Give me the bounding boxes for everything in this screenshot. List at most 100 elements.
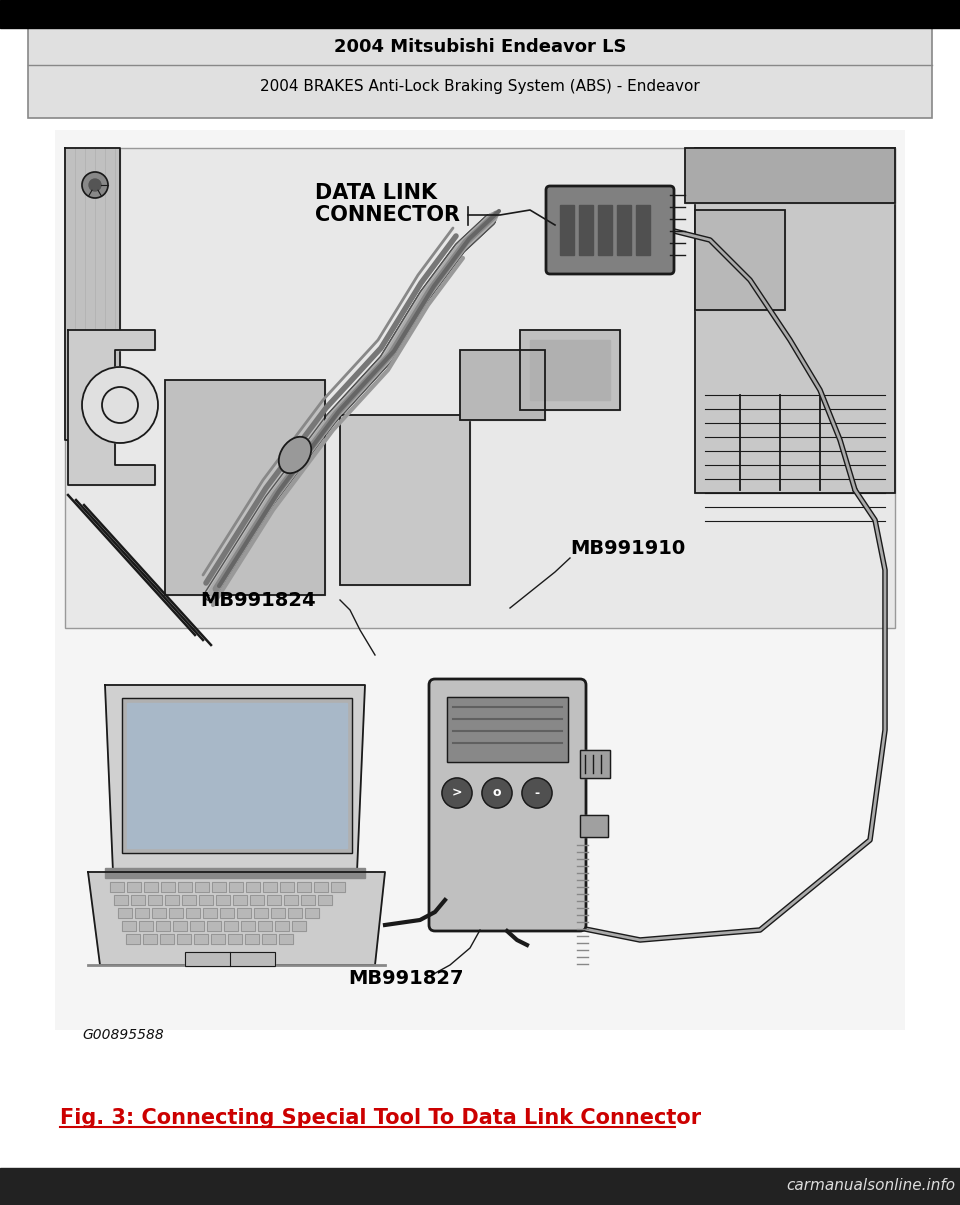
Bar xyxy=(301,895,315,905)
Circle shape xyxy=(442,778,472,809)
Bar xyxy=(122,921,136,931)
Bar xyxy=(118,909,132,918)
Bar xyxy=(229,882,243,892)
Bar xyxy=(190,921,204,931)
Bar xyxy=(695,148,895,493)
Text: Fig. 3: Connecting Special Tool To Data Link Connector: Fig. 3: Connecting Special Tool To Data … xyxy=(60,1109,701,1128)
Bar xyxy=(695,148,895,493)
Bar xyxy=(190,921,204,931)
Bar xyxy=(135,909,149,918)
Bar xyxy=(110,882,124,892)
Text: CONNECTOR: CONNECTOR xyxy=(315,205,460,225)
Bar xyxy=(520,330,620,410)
Polygon shape xyxy=(68,330,155,484)
Bar xyxy=(126,934,140,944)
Bar xyxy=(0,1168,960,1205)
Bar xyxy=(131,895,145,905)
Bar xyxy=(246,882,260,892)
Polygon shape xyxy=(88,872,385,965)
Text: MB991827: MB991827 xyxy=(348,969,464,988)
Bar xyxy=(185,952,275,966)
Bar xyxy=(598,205,612,255)
Bar xyxy=(237,909,251,918)
Bar xyxy=(241,921,255,931)
Ellipse shape xyxy=(278,436,311,474)
Bar xyxy=(173,921,187,931)
Bar xyxy=(212,882,226,892)
Bar xyxy=(250,895,264,905)
Bar xyxy=(165,895,179,905)
Text: 2004 BRAKES Anti-Lock Braking System (ABS) - Endeavor: 2004 BRAKES Anti-Lock Braking System (AB… xyxy=(260,78,700,94)
Bar xyxy=(211,934,225,944)
Circle shape xyxy=(82,172,108,198)
Bar xyxy=(460,349,545,421)
Bar xyxy=(314,882,328,892)
Bar xyxy=(297,882,311,892)
Bar xyxy=(280,882,294,892)
Text: G00895588: G00895588 xyxy=(82,1028,164,1042)
Bar xyxy=(139,921,153,931)
Bar xyxy=(220,909,234,918)
Bar xyxy=(169,909,183,918)
Bar xyxy=(165,380,325,595)
Bar xyxy=(203,909,217,918)
Bar xyxy=(617,205,631,255)
FancyBboxPatch shape xyxy=(429,678,586,931)
Bar xyxy=(0,0,960,28)
Text: >: > xyxy=(452,787,463,799)
Bar xyxy=(275,921,289,931)
Bar xyxy=(580,750,610,778)
Bar xyxy=(318,895,332,905)
Circle shape xyxy=(482,778,512,809)
Polygon shape xyxy=(105,684,365,872)
Bar xyxy=(288,909,302,918)
Bar xyxy=(224,921,238,931)
Bar xyxy=(207,921,221,931)
Bar xyxy=(340,415,470,584)
Bar xyxy=(228,934,242,944)
Bar xyxy=(305,909,319,918)
Bar xyxy=(245,934,259,944)
Bar xyxy=(144,882,158,892)
Bar xyxy=(127,882,141,892)
Bar xyxy=(122,698,352,853)
Bar xyxy=(139,921,153,931)
Bar xyxy=(580,815,608,837)
Bar xyxy=(152,909,166,918)
Bar xyxy=(340,415,470,584)
Bar xyxy=(143,934,157,944)
Bar xyxy=(177,934,191,944)
Bar xyxy=(241,921,255,931)
FancyBboxPatch shape xyxy=(546,186,674,274)
Bar xyxy=(220,909,234,918)
Bar xyxy=(55,130,905,1030)
Bar xyxy=(292,921,306,931)
Bar xyxy=(636,205,650,255)
Bar xyxy=(131,895,145,905)
Circle shape xyxy=(522,778,552,809)
Bar xyxy=(267,895,281,905)
Bar xyxy=(207,921,221,931)
Bar xyxy=(105,868,365,878)
Bar xyxy=(212,882,226,892)
Bar xyxy=(182,895,196,905)
Bar xyxy=(685,148,895,202)
Bar xyxy=(288,909,302,918)
Bar xyxy=(169,909,183,918)
Bar xyxy=(331,882,345,892)
Bar xyxy=(127,882,141,892)
Bar xyxy=(560,205,574,255)
Bar xyxy=(186,909,200,918)
Bar xyxy=(144,882,158,892)
Bar xyxy=(263,882,277,892)
Bar xyxy=(194,934,208,944)
Bar xyxy=(580,750,610,778)
Bar xyxy=(279,934,293,944)
Bar xyxy=(114,895,128,905)
Bar xyxy=(254,909,268,918)
Bar xyxy=(580,815,608,837)
Bar xyxy=(156,921,170,931)
Bar xyxy=(182,895,196,905)
Bar xyxy=(301,895,315,905)
Bar xyxy=(685,148,895,202)
